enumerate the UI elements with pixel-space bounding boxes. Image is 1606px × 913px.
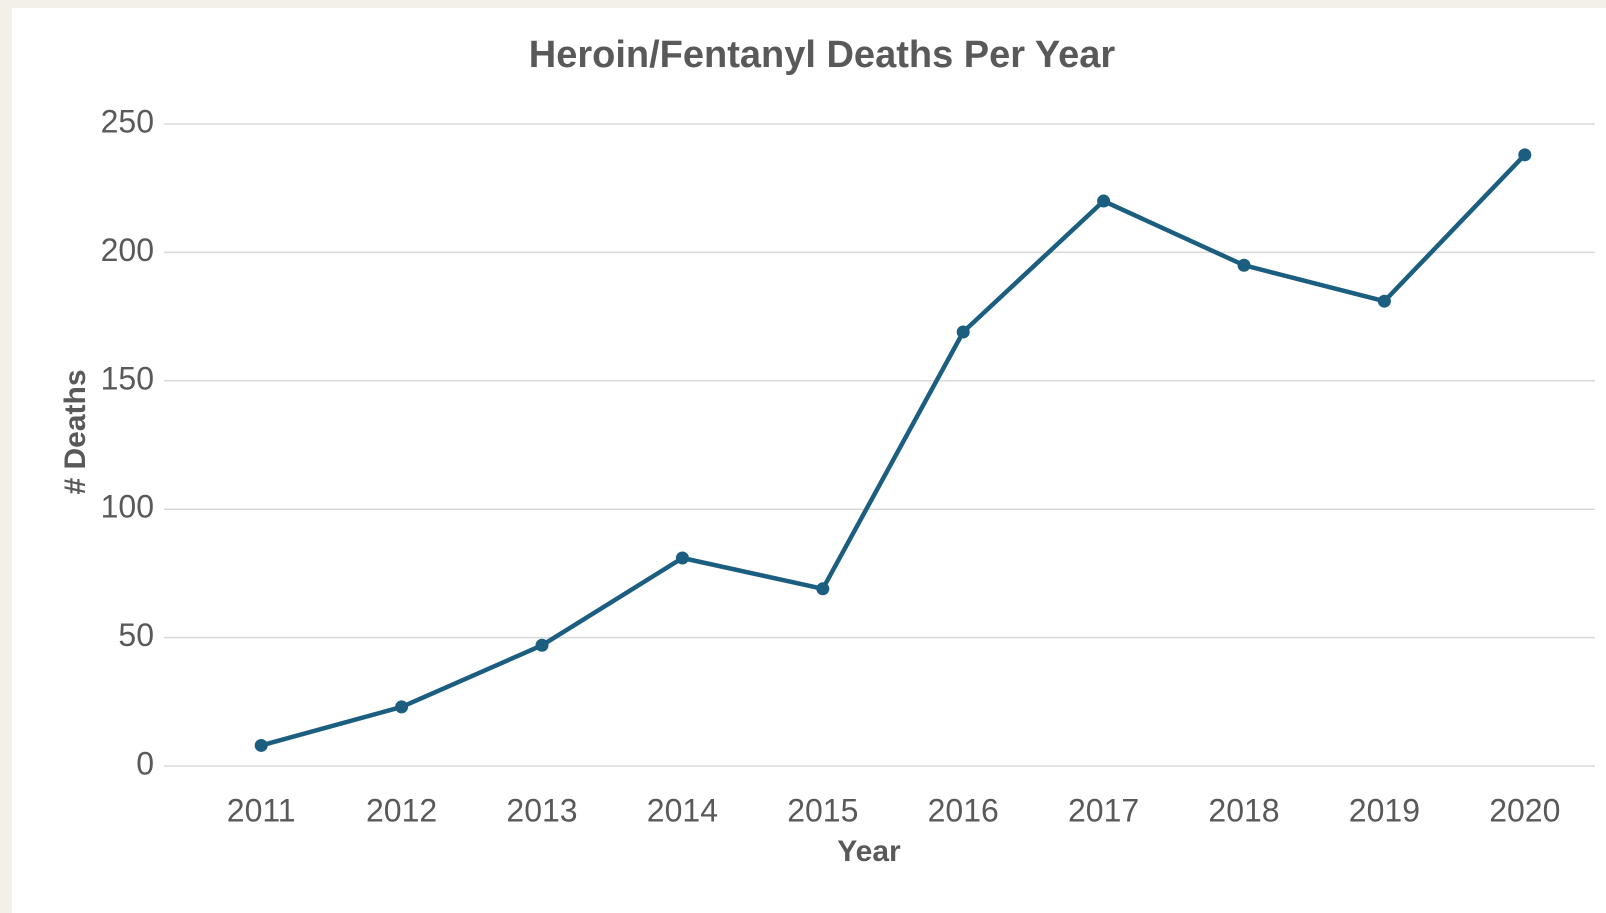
x-tick-label: 2015 [787,792,858,828]
x-tick-label: 2013 [506,792,577,828]
data-point [395,700,409,714]
x-tick-label: 2016 [928,792,999,828]
y-tick-label: 250 [101,103,154,139]
series-line [260,153,1527,748]
data-point [254,738,268,752]
y-tick-label: 0 [136,745,154,781]
y-tick-label: 200 [101,232,154,268]
x-tick-label: 2014 [647,792,718,828]
data-point [1377,294,1391,308]
x-tick-label: 2020 [1489,792,1560,828]
x-tick-label: 2012 [366,792,437,828]
data-point [535,638,549,652]
x-tick-label: 2011 [227,792,296,828]
x-axis-title: Year [837,835,901,868]
y-tick-label: 50 [118,617,154,653]
data-point [1097,194,1111,208]
chart-title: Heroin/Fentanyl Deaths Per Year [529,34,1116,76]
data-point [1237,258,1251,272]
data-point [956,325,970,339]
chart-background [12,8,1606,913]
y-axis-title: # Deaths [59,369,92,494]
y-tick-label: 150 [101,360,154,396]
data-point [1518,148,1532,162]
x-tick-label: 2019 [1349,792,1420,828]
x-tick-label: 2018 [1208,792,1279,828]
y-tick-label: 100 [101,489,154,525]
data-point [816,582,830,596]
data-point [675,551,689,565]
x-tick-label: 2017 [1068,792,1139,828]
